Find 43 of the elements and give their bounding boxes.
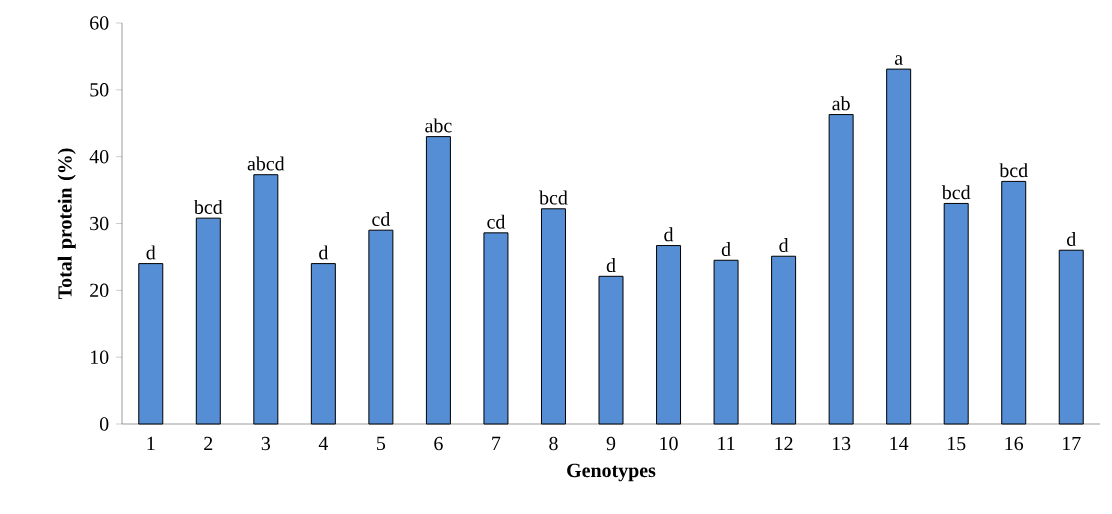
- x-tick-label: 9: [606, 436, 616, 451]
- x-tick-label: 12: [775, 436, 793, 451]
- y-tick-label: 0: [99, 417, 109, 431]
- annotation: d: [721, 242, 731, 257]
- x-tick-label: 8: [549, 436, 558, 451]
- annotation: cd: [372, 211, 391, 226]
- annotation: d: [606, 258, 616, 273]
- annotation: bcd: [193, 199, 223, 214]
- x-tick-label: 4: [318, 436, 329, 450]
- x-tick-label: 10: [660, 436, 678, 451]
- y-tick-label: 40: [89, 149, 109, 164]
- x-axis-title: Genotypes: [567, 463, 656, 482]
- annotation: a: [894, 55, 903, 65]
- x-tick-label: 6: [434, 436, 443, 451]
- annotation: d: [779, 238, 789, 253]
- annotation: cd: [487, 214, 506, 229]
- annotation: bcd: [941, 185, 971, 200]
- annotation: ab: [832, 96, 850, 111]
- annotation: d: [146, 245, 156, 260]
- x-tick-label: 5: [377, 436, 386, 451]
- annotation: d: [1066, 232, 1076, 247]
- x-tick-label: 17: [1063, 436, 1081, 450]
- x-tick-label: 7: [492, 436, 501, 450]
- y-tick-label: 60: [90, 16, 109, 30]
- x-tick-label: 2: [204, 436, 213, 451]
- x-tick-label: 14: [890, 436, 909, 450]
- x-tick-label: 16: [1005, 436, 1024, 451]
- annotation: d: [319, 245, 329, 260]
- x-tick-label: 13: [832, 436, 851, 451]
- y-axis-title: Total protein (%): [57, 148, 76, 300]
- annotation: abc: [425, 118, 452, 133]
- y-tick-label: 20: [90, 283, 109, 298]
- annotation: bcd: [539, 190, 568, 205]
- x-tick-label: 3: [261, 436, 271, 451]
- x-tick-label: 1: [147, 436, 155, 450]
- annotation: bcd: [999, 163, 1028, 178]
- annotation: abcd: [247, 156, 285, 171]
- x-tick-label: 11: [718, 436, 735, 450]
- y-tick-label: 10: [90, 350, 109, 364]
- x-tick-label: 15: [947, 436, 966, 451]
- y-tick-label: 50: [90, 83, 109, 97]
- annotation: d: [664, 227, 674, 242]
- y-tick-label: 30: [90, 216, 109, 231]
